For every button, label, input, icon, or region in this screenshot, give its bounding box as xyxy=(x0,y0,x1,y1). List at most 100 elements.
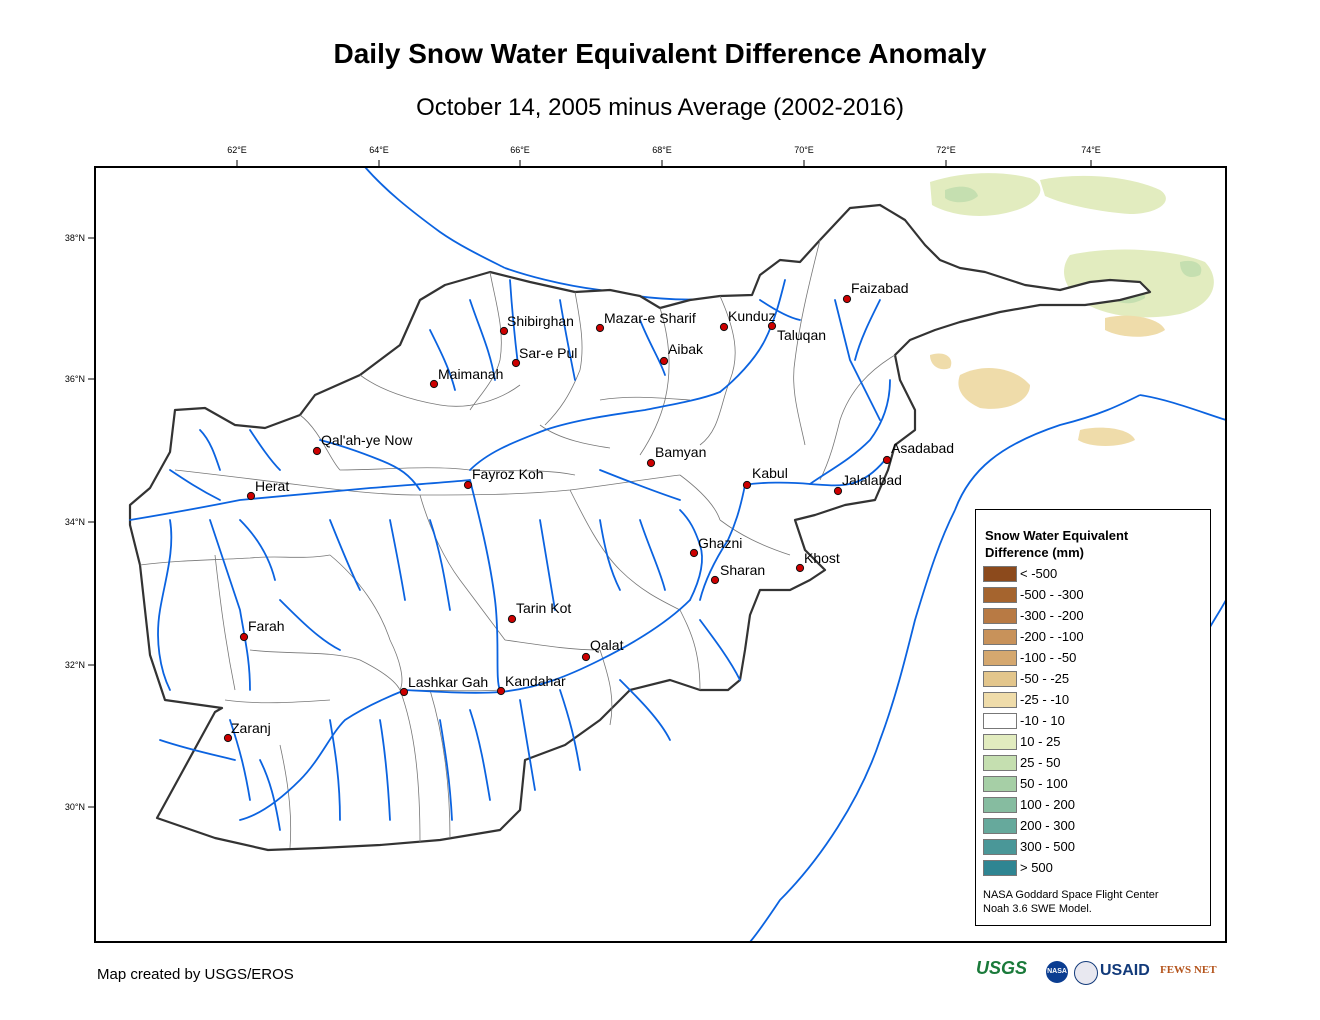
legend-source-line2: Noah 3.6 SWE Model. xyxy=(983,903,1092,915)
legend-swatch xyxy=(983,692,1017,708)
city-marker xyxy=(833,486,843,496)
city-label: Lashkar Gah xyxy=(408,674,489,690)
legend-label: -10 - 10 xyxy=(1020,713,1065,728)
partner-logos: USGS NASA USAID FEWS NET xyxy=(976,958,1228,990)
legend-swatch xyxy=(983,818,1017,834)
longitude-label: 62°E xyxy=(227,145,247,155)
province-boundaries xyxy=(139,239,896,849)
city-marker xyxy=(795,563,805,573)
city-marker xyxy=(595,323,605,333)
legend-swatch xyxy=(983,860,1017,876)
legend-label: > 500 xyxy=(1020,860,1053,875)
city-marker xyxy=(581,652,591,662)
legend-label: < -500 xyxy=(1020,566,1058,581)
city-marker xyxy=(882,455,892,465)
city-marker xyxy=(710,575,720,585)
map-credit: Map created by USGS/EROS xyxy=(97,966,294,983)
longitude-label: 74°E xyxy=(1081,145,1101,155)
city-marker xyxy=(507,614,517,624)
legend-swatch xyxy=(983,671,1017,687)
city-label: Maimanah xyxy=(438,366,504,382)
legend-swatch xyxy=(983,755,1017,771)
legend-swatch xyxy=(983,713,1017,729)
longitude-label: 70°E xyxy=(794,145,814,155)
city-marker xyxy=(463,480,473,490)
city-label: Tarin Kot xyxy=(516,600,572,616)
city-marker xyxy=(646,458,656,468)
legend-label: -50 - -25 xyxy=(1020,671,1070,686)
city-label: Faizabad xyxy=(851,280,909,296)
city-label: Bamyan xyxy=(655,444,707,460)
legend-label: 200 - 300 xyxy=(1020,818,1075,833)
legend-source-line1: NASA Goddard Space Flight Center xyxy=(983,889,1159,901)
city-label: Shibirghan xyxy=(507,313,574,329)
city-marker xyxy=(239,632,249,642)
city-label: Mazar-e Sharif xyxy=(604,310,696,326)
legend-swatch xyxy=(983,587,1017,603)
city-label: Qalat xyxy=(590,637,624,653)
nasa-logo: NASA xyxy=(1046,961,1068,983)
legend-swatch xyxy=(983,629,1017,645)
city-label: Kandahar xyxy=(505,673,566,689)
legend-label: -200 - -100 xyxy=(1020,629,1084,644)
country-border xyxy=(128,203,1152,852)
longitude-label: 68°E xyxy=(652,145,672,155)
city-label: Fayroz Koh xyxy=(472,466,544,482)
map-subtitle: October 14, 2005 minus Average (2002-201… xyxy=(416,94,904,121)
legend-label: 50 - 100 xyxy=(1020,776,1068,791)
city-marker xyxy=(429,379,439,389)
map-title: Daily Snow Water Equivalent Difference A… xyxy=(333,38,987,69)
city-label: Kabul xyxy=(752,465,788,481)
city-marker xyxy=(659,356,669,366)
city-marker xyxy=(719,322,729,332)
usda-seal-icon xyxy=(1074,961,1098,985)
legend-label: -500 - -300 xyxy=(1020,587,1084,602)
city-label: Ghazni xyxy=(698,535,743,551)
legend-source: NASA Goddard Space Flight Center Noah 3.… xyxy=(983,888,1158,916)
latitude-label: 34°N xyxy=(65,517,85,527)
legend-title: Snow Water Equivalent Difference (mm) xyxy=(985,528,1129,560)
legend-label: -25 - -10 xyxy=(1020,692,1070,707)
latitude-label: 30°N xyxy=(65,802,85,812)
city-marker xyxy=(246,491,256,501)
city-label: Farah xyxy=(248,618,285,634)
city-label: Sharan xyxy=(720,562,766,578)
map-frame xyxy=(94,166,1227,943)
legend-swatch xyxy=(983,776,1017,792)
city-label: Taluqan xyxy=(777,327,827,343)
city-marker xyxy=(767,321,777,331)
rivers xyxy=(129,279,891,831)
legend-label: -100 - -50 xyxy=(1020,650,1077,665)
city-label: Jalalabad xyxy=(842,472,902,488)
legend-swatch xyxy=(983,650,1017,666)
city-marker xyxy=(312,446,322,456)
city-label: Khost xyxy=(804,550,840,566)
legend: Snow Water Equivalent Difference (mm) < … xyxy=(975,509,1211,926)
legend-label: -300 - -200 xyxy=(1020,608,1084,623)
longitude-label: 64°E xyxy=(369,145,389,155)
city-marker xyxy=(399,687,409,697)
city-marker xyxy=(511,358,521,368)
city-label: Sar-e Pul xyxy=(519,345,578,361)
latitude-label: 32°N xyxy=(65,660,85,670)
legend-swatch xyxy=(983,734,1017,750)
legend-swatch xyxy=(983,839,1017,855)
latitude-label: 36°N xyxy=(65,374,85,384)
fewsnet-logo: FEWS NET xyxy=(1160,964,1217,976)
city-marker xyxy=(496,686,506,696)
legend-swatch xyxy=(983,797,1017,813)
city-markers xyxy=(223,294,892,743)
city-marker xyxy=(742,480,752,490)
longitude-label: 66°E xyxy=(510,145,530,155)
usaid-logo: USAID xyxy=(1100,962,1150,979)
city-label: Qal'ah-ye Now xyxy=(321,432,413,448)
city-label: Kunduz xyxy=(728,308,776,324)
legend-label: 10 - 25 xyxy=(1020,734,1061,749)
legend-swatch xyxy=(983,566,1017,582)
city-label: Aibak xyxy=(668,341,704,357)
city-label: Zaranj xyxy=(231,720,271,736)
legend-label: 300 - 500 xyxy=(1020,839,1075,854)
city-marker xyxy=(499,326,509,336)
legend-label: 100 - 200 xyxy=(1020,797,1075,812)
